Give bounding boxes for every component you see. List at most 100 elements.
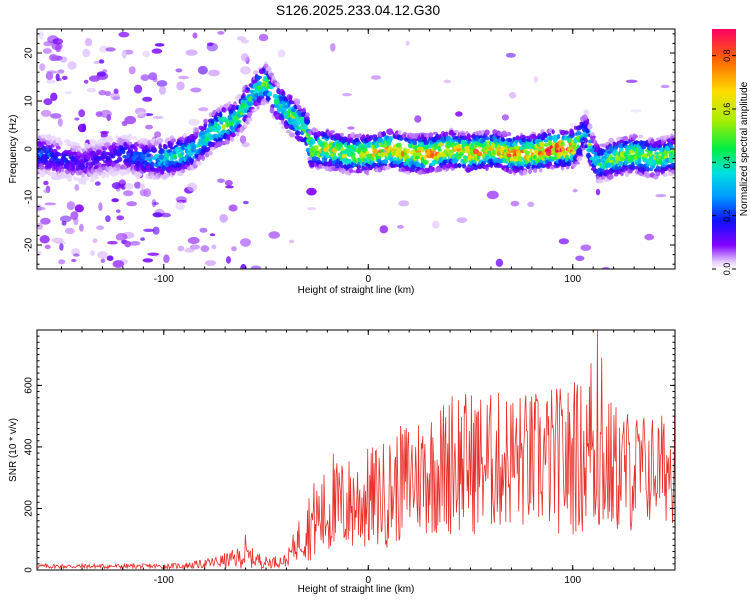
spectrogram-ridge-cell [381,143,388,149]
spectrogram-ridge-cell [395,149,400,154]
spectrogram-noise-cell [88,75,101,82]
spectrogram-noise-cell [177,245,185,252]
spectrogram-noise-cell [100,258,106,264]
spectrogram-ridge-cell [645,172,651,179]
spectrogram-noise-cell [379,225,389,234]
spectrogram-noise-cell [74,184,80,191]
spectrogram-noise-cell [258,33,269,42]
spectrogram-y-tick-label: 0 [24,146,35,152]
spectrogram-noise-cell [74,204,84,213]
spectrogram-ridge-cell [672,149,675,154]
spectrogram-ridge-cell [206,146,211,151]
spectrogram-ridge-cell [313,145,319,150]
spectrogram-ridge-cell [560,141,565,148]
spectrogram-ridge-cell [559,129,567,136]
spectrogram-ridge-cell [654,151,659,156]
spectrogram-noise-cell [139,189,148,197]
snr-x-tick-label: -100 [154,575,174,586]
spectrogram-noise-cell [105,47,116,52]
spectrogram-noise-cell [217,31,225,35]
spectrogram-noise-cell [124,240,131,248]
spectrogram-noise-cell [140,237,145,241]
spectrogram-ridge-cell [576,156,583,162]
spectrogram-x-tick-label: -100 [154,274,174,285]
spectrogram-noise-cell [142,258,154,263]
spectrogram-noise-cell [38,31,44,40]
spectrogram-ridge-cell [300,115,306,122]
spectrogram-ridge-cell [179,139,184,143]
spectrogram-ridge-cell [180,169,186,173]
spectrogram-ridge-cell [216,141,223,148]
spectrogram-noise-cell [160,212,171,218]
snr-y-tick-label: 0 [24,567,35,573]
spectrogram-ridge-cell [670,145,674,149]
spectrogram-ridge-cell [444,131,449,137]
spectrogram-ridge-cell [209,146,216,151]
spectrogram-ridge-cell [325,155,331,159]
spectrogram-ridge-cell [365,169,369,176]
spectrogram-ridge-cell [386,141,392,147]
spectrogram-ridge-cell [411,133,415,139]
spectrogram-noise-cell [188,119,200,126]
spectrogram-noise-cell [37,222,43,230]
spectrogram-ridge-cell [323,147,330,153]
spectrogram-noise-cell [154,43,165,47]
spectrogram-ridge-cell [410,155,414,161]
spectrogram-ridge-cell [237,93,242,99]
snr-x-tick-label: 100 [564,575,581,586]
spectrogram-noise-cell [116,209,121,214]
spectrogram-noise-cell [208,69,220,77]
spectrogram-ridge-cell [608,137,615,144]
spectrogram-noise-cell [243,200,249,205]
snr-axes: -100 0 100 0 200 400 600 [24,329,676,586]
spectrogram-noise-cell [94,181,101,186]
spectrogram-noise-cell [495,258,504,267]
spectrogram-ridge-cell [436,166,443,172]
spectrogram-noise-cell [57,69,65,74]
spectrogram-noise-cell [456,217,468,224]
spectrogram-ridge-cell [288,100,294,105]
spectrogram-ridge-cell [67,140,71,146]
spectrogram-ridge-cell [120,150,126,155]
spectrogram-ridge-cell [272,93,278,99]
spectrogram-ridge-cell [268,91,273,97]
spectrogram-noise-cell [370,75,382,80]
spectrogram-ridge-cell [428,132,434,138]
spectrogram-noise-cell [236,36,246,41]
spectrogram-noise-cell [136,111,147,118]
spectrogram-ridge-cell [562,162,567,167]
spectrogram-ridge-cell [55,145,61,150]
spectrogram-noise-cell [58,259,66,265]
spectrogram-ridge-cell [253,108,258,112]
spectrogram-ridge-cell [101,173,106,179]
spectrogram-ridge-cell [607,175,614,179]
spectrogram-ridge-cell [632,134,638,139]
spectrogram-noise-cell [240,238,251,247]
spectrogram-ridge-cell [662,172,668,177]
spectrogram-noise-cell [129,241,141,246]
spectrogram-ridge-cell [66,177,73,182]
spectrogram-ridge-cell [195,161,203,166]
spectrogram-ridge-cell [611,162,615,166]
spectrogram-noise-cell [116,215,124,221]
spectrogram-ridge-cell [655,171,661,177]
spectrogram-noise-cell [74,117,80,121]
colorbar-tick-label: 0.6 [722,103,732,116]
spectrogram-ridge-cell [127,133,133,140]
spectrogram-ridge-cell [54,152,59,157]
spectrogram-noise-cell [60,215,72,223]
spectrogram-ridge-cell [311,127,317,133]
spectrogram-noise-cell [59,243,64,251]
spectrogram-noise-cell [147,252,160,256]
spectrogram-ridge-cell [406,170,411,175]
spectrogram-noise-cell [42,48,53,54]
spectrogram-ridge-cell [150,161,155,168]
colorbar-tick-label: 0.4 [722,156,732,169]
spectrogram-ridge-cell [329,130,335,134]
spectrogram-ridge-cell [58,140,63,147]
spectrogram-ridge-cell [388,135,393,142]
spectrogram-ridge-cell [77,151,81,156]
spectrogram-noise-cell [189,244,201,250]
spectrogram-ridge-cell [501,138,506,143]
